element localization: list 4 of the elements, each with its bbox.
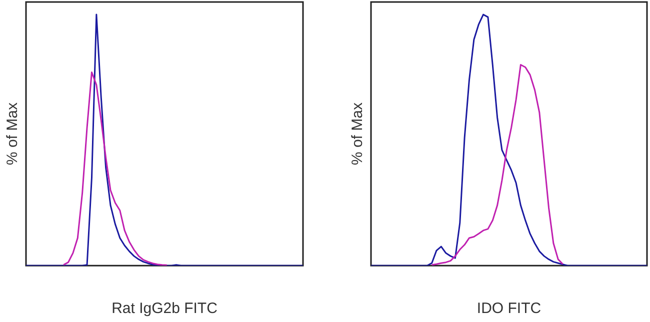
x-axis-title: IDO FITC <box>476 300 542 318</box>
y-axis-title: % of Max <box>4 102 22 166</box>
x-axis-title: Rat IgG2b FITC <box>112 300 218 318</box>
y-axis-title: % of Max <box>349 102 366 166</box>
